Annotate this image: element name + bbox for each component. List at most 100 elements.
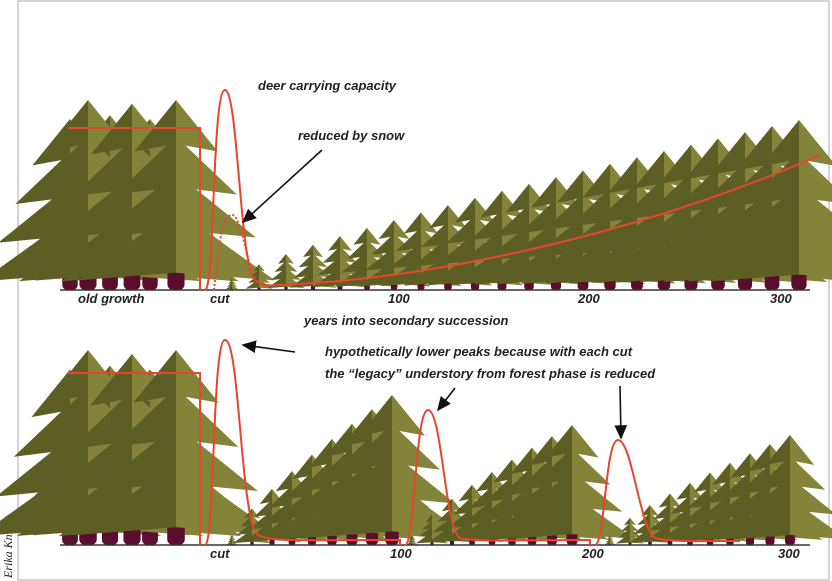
axis-label: 200: [577, 291, 600, 306]
foliage: [232, 284, 239, 290]
foliage: [388, 242, 421, 269]
foliage: [743, 477, 790, 515]
foliage: [732, 498, 790, 540]
foliage: [176, 387, 239, 447]
foliage: [556, 170, 583, 203]
foliage: [340, 236, 352, 251]
foliage: [392, 423, 440, 470]
axis-label: cut: [210, 546, 230, 561]
foliage: [610, 540, 616, 545]
foliage: [475, 197, 496, 223]
foliage: [176, 424, 258, 492]
foliage: [367, 227, 381, 245]
foliage: [470, 209, 502, 241]
foliage: [248, 510, 272, 530]
foliage: [432, 520, 442, 530]
foliage: [610, 535, 613, 538]
tree: [314, 395, 470, 545]
foliage: [342, 409, 372, 447]
foliage: [648, 513, 670, 531]
foliage: [229, 278, 232, 282]
foliage: [270, 267, 286, 281]
foliage: [6, 424, 89, 492]
foliage: [133, 350, 176, 403]
foliage: [253, 264, 259, 272]
foliage: [278, 253, 286, 264]
foliage: [77, 209, 176, 281]
foliage: [70, 390, 132, 449]
foliage: [694, 472, 710, 493]
foliage: [710, 486, 734, 509]
foliage: [303, 244, 313, 257]
foliage: [545, 425, 572, 458]
foliage: [340, 251, 367, 273]
foliage: [313, 262, 333, 278]
foliage: [46, 100, 88, 152]
annotation: hypothetically lower peaks because with …: [325, 344, 633, 359]
foliage: [176, 172, 256, 238]
foliage: [176, 350, 219, 403]
foliage: [240, 515, 252, 527]
foliage: [259, 488, 272, 505]
tree: [74, 350, 278, 545]
foliage: [292, 454, 312, 480]
foliage: [359, 395, 392, 436]
foliage: [521, 471, 572, 512]
foliage: [710, 132, 745, 175]
foliage: [615, 533, 630, 544]
foliage: [396, 227, 421, 251]
foliage: [298, 459, 332, 492]
foliage: [406, 540, 412, 545]
foliage: [378, 220, 394, 239]
tree: [604, 535, 616, 545]
foliage: [445, 215, 475, 244]
tree: [710, 120, 832, 290]
foliage: [329, 452, 392, 504]
foliage: [468, 485, 492, 509]
foliage: [236, 522, 252, 535]
foliage: [328, 236, 340, 251]
tree: [225, 278, 239, 290]
foliage: [268, 485, 292, 508]
deer-capacity-curve: [204, 338, 741, 546]
foliage: [274, 260, 286, 272]
foliage: [761, 120, 799, 167]
foliage: [254, 499, 272, 517]
foliage: [610, 538, 615, 543]
foliage: [13, 403, 70, 457]
foliage: [505, 183, 529, 213]
foliage: [454, 197, 475, 223]
foliage: [650, 504, 659, 516]
foliage: [232, 282, 238, 287]
foliage: [229, 535, 232, 538]
foliage: [293, 262, 313, 278]
foliage: [437, 507, 452, 522]
foliage: [232, 540, 238, 545]
foliage: [460, 228, 502, 263]
tree: [226, 535, 238, 545]
foliage: [252, 515, 264, 527]
foliage: [493, 459, 512, 483]
axis-label: old growth: [78, 291, 144, 306]
foliage: [531, 177, 556, 208]
tree: [406, 535, 418, 545]
foliage: [458, 484, 472, 502]
foliage: [412, 538, 417, 543]
foliage: [690, 482, 704, 500]
foliage: [630, 517, 636, 526]
foliage: [452, 496, 472, 515]
foliage: [519, 198, 556, 234]
foliage: [629, 528, 650, 543]
arrow: [614, 385, 628, 440]
foliage: [134, 100, 176, 152]
foliage: [605, 538, 610, 543]
foliage: [407, 538, 412, 543]
axis-label: 200: [581, 546, 604, 561]
foliage: [298, 253, 313, 268]
tree: [732, 435, 832, 545]
foliage: [392, 395, 425, 436]
foliage: [569, 188, 610, 227]
foliage: [412, 536, 416, 540]
axis-label: cut: [210, 291, 230, 306]
foliage: [630, 522, 639, 532]
